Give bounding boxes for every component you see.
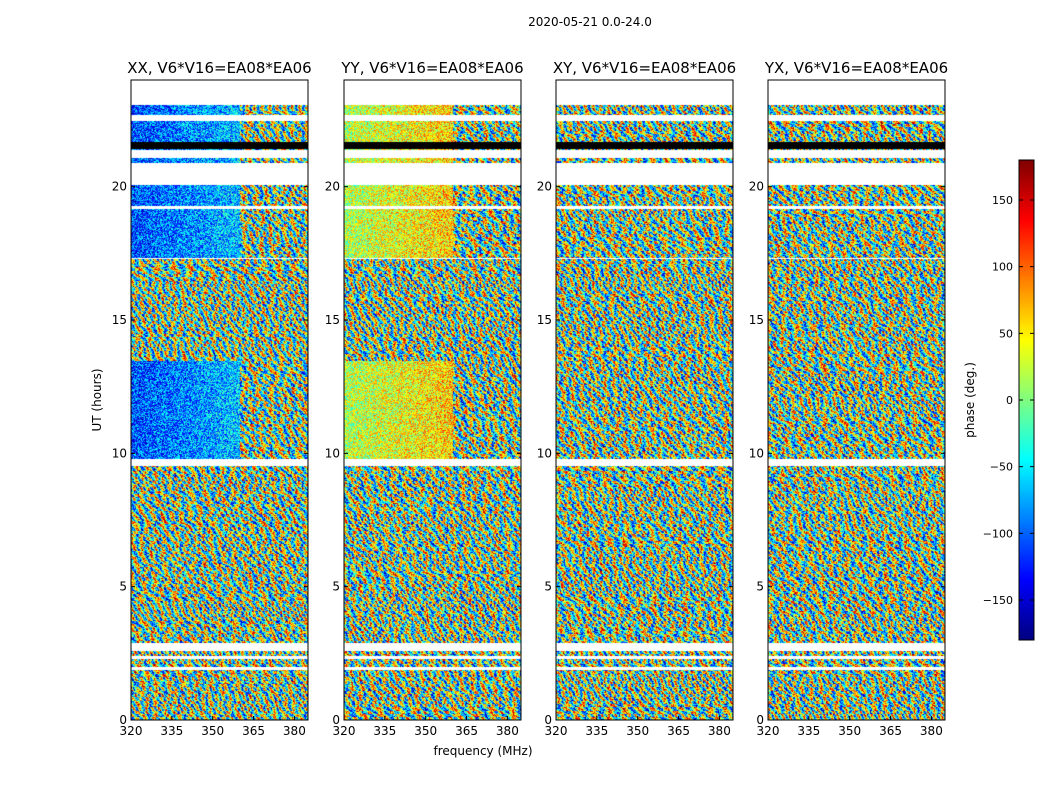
- y-tick-label: 15: [112, 313, 127, 327]
- x-tick-label: 320: [545, 724, 568, 738]
- panel-xx: XX, V6*V16=EA08*EA06 320 335 350 365 380 0 5 10 1…: [112, 59, 312, 738]
- x-axis-label: frequency (MHz): [433, 744, 532, 758]
- colorbar-tick-label: 150: [992, 194, 1013, 207]
- x-tick-label: 365: [242, 724, 265, 738]
- x-tick-label: 320: [120, 724, 143, 738]
- colorbar-tick-label: −150: [983, 594, 1013, 607]
- y-tick-label: 0: [544, 713, 552, 727]
- colorbar-label: phase (deg.): [963, 362, 977, 438]
- x-tick-label: 320: [757, 724, 780, 738]
- x-tick-label: 350: [201, 724, 224, 738]
- y-tick-label: 0: [756, 713, 764, 727]
- x-tick-label: 335: [797, 724, 820, 738]
- y-tick-label: 0: [332, 713, 340, 727]
- x-tick-label: 350: [414, 724, 437, 738]
- x-tick-label: 380: [496, 724, 519, 738]
- plot-frame: [130, 79, 309, 721]
- panel-yy: YY, V6*V16=EA08*EA06 320 335 350 365 380 0 5 10 1…: [325, 59, 524, 738]
- colorbar-tick-label: 0: [1006, 394, 1013, 407]
- colorbar-tick-label: −100: [983, 527, 1013, 540]
- y-tick-label: 10: [749, 446, 764, 460]
- plot-frame: [767, 79, 946, 721]
- y-tick-label: 5: [332, 580, 340, 594]
- y-tick-label: 20: [112, 180, 127, 194]
- colorbar: −150 −100 −50 0 50 100 150: [983, 159, 1035, 641]
- y-tick-label: 15: [325, 313, 340, 327]
- y-tick-label: 20: [325, 180, 340, 194]
- y-tick-label: 20: [749, 180, 764, 194]
- y-tick-label: 5: [119, 580, 127, 594]
- x-tick-label: 320: [333, 724, 356, 738]
- y-tick-label: 0: [119, 713, 127, 727]
- x-tick-label: 335: [160, 724, 183, 738]
- y-tick-label: 5: [544, 580, 552, 594]
- y-tick-label: 15: [537, 313, 552, 327]
- panel-xy: XY, V6*V16=EA08*EA06 320 335 350 365 380 0 5 10 1…: [537, 59, 736, 738]
- colorbar-tick-label: −50: [990, 461, 1013, 474]
- colorbar-tick-label: 100: [992, 261, 1013, 274]
- panel-yx: YX, V6*V16=EA08*EA06 320 335 350 365 380 0 5 10 1…: [749, 59, 948, 738]
- x-tick-label: 365: [879, 724, 902, 738]
- y-tick-label: 5: [756, 580, 764, 594]
- colorbar-tick-label: 50: [999, 327, 1013, 340]
- panels-group: XX, V6*V16=EA08*EA06 320 335 350 365 380 0 5 10 1…: [112, 59, 948, 738]
- y-tick-label: 15: [749, 313, 764, 327]
- y-tick-label: 20: [537, 180, 552, 194]
- panel-title: YY, V6*V16=EA08*EA06: [340, 59, 523, 77]
- panel-title: XY, V6*V16=EA08*EA06: [553, 59, 736, 77]
- phase-heatmap-yx: [768, 80, 945, 720]
- y-axis-label: UT (hours): [90, 368, 104, 431]
- phase-heatmap-xy: [556, 80, 733, 720]
- plot-frame: [555, 79, 734, 721]
- panel-title: YX, V6*V16=EA08*EA06: [764, 59, 948, 77]
- plot-frame: [343, 79, 522, 721]
- x-tick-label: 380: [920, 724, 943, 738]
- phase-heatmap-xx: [131, 80, 308, 720]
- phase-heatmap-yy: [344, 80, 521, 720]
- figure-suptitle: 2020-05-21 0.0-24.0: [528, 15, 652, 29]
- x-tick-label: 350: [838, 724, 861, 738]
- y-tick-label: 10: [325, 446, 340, 460]
- y-tick-label: 10: [537, 446, 552, 460]
- x-tick-label: 380: [708, 724, 731, 738]
- y-tick-label: 10: [112, 446, 127, 460]
- colorbar-gradient: [1019, 160, 1034, 640]
- x-tick-label: 365: [667, 724, 690, 738]
- x-tick-label: 335: [585, 724, 608, 738]
- x-tick-label: 350: [626, 724, 649, 738]
- x-tick-label: 380: [283, 724, 306, 738]
- x-tick-label: 335: [373, 724, 396, 738]
- panel-title: XX, V6*V16=EA08*EA06: [127, 59, 311, 77]
- x-tick-label: 365: [455, 724, 478, 738]
